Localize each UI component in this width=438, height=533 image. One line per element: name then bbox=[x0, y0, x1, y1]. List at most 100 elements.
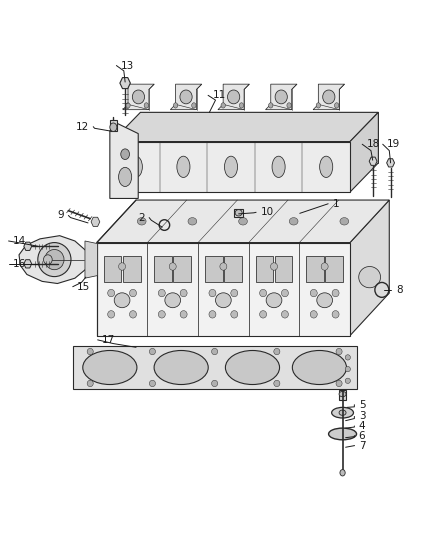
Bar bbox=[104, 256, 121, 281]
Polygon shape bbox=[110, 123, 138, 198]
Ellipse shape bbox=[282, 311, 288, 318]
Bar bbox=[123, 256, 141, 281]
Polygon shape bbox=[24, 242, 32, 251]
Ellipse shape bbox=[268, 103, 273, 108]
Ellipse shape bbox=[289, 217, 298, 225]
Text: 4: 4 bbox=[359, 421, 365, 431]
Ellipse shape bbox=[345, 367, 350, 372]
Ellipse shape bbox=[328, 428, 357, 440]
Ellipse shape bbox=[332, 407, 353, 418]
Ellipse shape bbox=[287, 103, 291, 108]
Ellipse shape bbox=[345, 355, 350, 360]
Ellipse shape bbox=[321, 263, 328, 270]
Ellipse shape bbox=[271, 263, 278, 270]
Polygon shape bbox=[218, 84, 249, 110]
Ellipse shape bbox=[336, 349, 342, 355]
Text: 2: 2 bbox=[138, 213, 145, 223]
Polygon shape bbox=[170, 84, 202, 110]
Ellipse shape bbox=[220, 263, 227, 270]
Ellipse shape bbox=[260, 311, 267, 318]
Polygon shape bbox=[97, 200, 389, 243]
Ellipse shape bbox=[188, 217, 197, 225]
Ellipse shape bbox=[332, 311, 339, 318]
Ellipse shape bbox=[43, 255, 52, 264]
Ellipse shape bbox=[282, 289, 288, 297]
Ellipse shape bbox=[292, 351, 346, 384]
Ellipse shape bbox=[231, 289, 238, 297]
Ellipse shape bbox=[158, 311, 165, 318]
Bar bbox=[339, 390, 346, 400]
Ellipse shape bbox=[121, 149, 130, 159]
Ellipse shape bbox=[209, 289, 216, 297]
Ellipse shape bbox=[126, 103, 130, 108]
Text: 7: 7 bbox=[359, 441, 365, 451]
Ellipse shape bbox=[339, 410, 346, 415]
Bar bbox=[275, 256, 293, 281]
Ellipse shape bbox=[274, 380, 280, 386]
Bar bbox=[73, 346, 357, 389]
Ellipse shape bbox=[149, 380, 155, 386]
Ellipse shape bbox=[260, 289, 267, 297]
Ellipse shape bbox=[231, 311, 238, 318]
Polygon shape bbox=[112, 112, 378, 142]
Ellipse shape bbox=[114, 293, 130, 308]
Polygon shape bbox=[350, 112, 378, 192]
Ellipse shape bbox=[215, 293, 231, 308]
Polygon shape bbox=[350, 200, 389, 336]
Text: 16: 16 bbox=[13, 259, 26, 269]
Ellipse shape bbox=[192, 103, 196, 108]
Ellipse shape bbox=[130, 289, 137, 297]
Ellipse shape bbox=[332, 289, 339, 297]
Text: 17: 17 bbox=[102, 335, 115, 345]
Ellipse shape bbox=[180, 90, 192, 104]
Ellipse shape bbox=[158, 289, 165, 297]
Polygon shape bbox=[97, 243, 350, 336]
Text: 12: 12 bbox=[76, 122, 89, 132]
Text: 10: 10 bbox=[261, 207, 274, 217]
Ellipse shape bbox=[212, 349, 218, 355]
Bar bbox=[224, 256, 242, 281]
Ellipse shape bbox=[339, 391, 346, 397]
Polygon shape bbox=[24, 260, 32, 268]
Polygon shape bbox=[265, 84, 297, 110]
Ellipse shape bbox=[340, 470, 345, 476]
Bar bbox=[255, 256, 273, 281]
Bar bbox=[306, 256, 324, 281]
Ellipse shape bbox=[272, 156, 285, 177]
Ellipse shape bbox=[108, 311, 115, 318]
Ellipse shape bbox=[110, 123, 117, 132]
Ellipse shape bbox=[154, 351, 208, 384]
Ellipse shape bbox=[209, 311, 216, 318]
Text: 3: 3 bbox=[359, 411, 365, 422]
Bar bbox=[110, 120, 117, 131]
Bar bbox=[234, 209, 243, 216]
Ellipse shape bbox=[212, 380, 218, 386]
Ellipse shape bbox=[227, 90, 240, 104]
Bar bbox=[205, 256, 223, 281]
Ellipse shape bbox=[266, 293, 282, 308]
Text: 19: 19 bbox=[387, 139, 400, 149]
Bar bbox=[154, 256, 172, 281]
Text: 5: 5 bbox=[359, 400, 365, 410]
Ellipse shape bbox=[144, 103, 148, 108]
Ellipse shape bbox=[320, 156, 333, 177]
Text: 1: 1 bbox=[332, 199, 339, 209]
Ellipse shape bbox=[345, 378, 350, 383]
Ellipse shape bbox=[310, 311, 317, 318]
Ellipse shape bbox=[129, 156, 142, 177]
Ellipse shape bbox=[87, 349, 93, 355]
Ellipse shape bbox=[224, 156, 237, 177]
Text: 18: 18 bbox=[367, 139, 380, 149]
Ellipse shape bbox=[180, 311, 187, 318]
Ellipse shape bbox=[221, 103, 225, 108]
Ellipse shape bbox=[177, 156, 190, 177]
Ellipse shape bbox=[317, 293, 332, 308]
Ellipse shape bbox=[180, 289, 187, 297]
Polygon shape bbox=[19, 236, 86, 284]
Ellipse shape bbox=[83, 351, 137, 384]
Bar bbox=[325, 256, 343, 281]
Ellipse shape bbox=[310, 289, 317, 297]
Polygon shape bbox=[120, 78, 131, 88]
Text: 9: 9 bbox=[57, 211, 64, 221]
Ellipse shape bbox=[235, 209, 242, 216]
